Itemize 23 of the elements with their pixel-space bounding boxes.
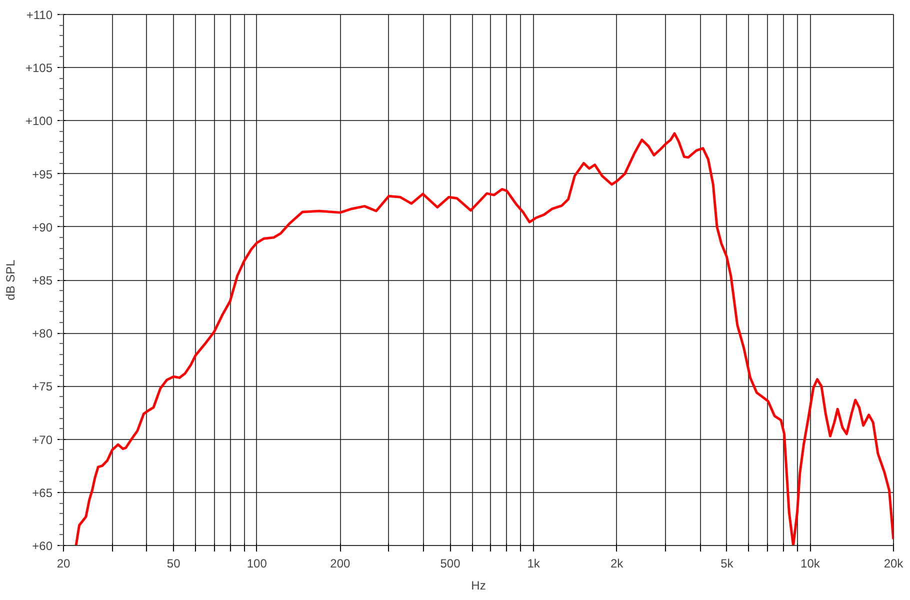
x-tick-label: 100 <box>246 556 268 570</box>
x-tick-label: 20 <box>56 556 70 570</box>
y-axis-title: dB SPL <box>3 259 18 300</box>
x-tick-label: 10k <box>800 556 821 570</box>
x-tick-label: 500 <box>440 556 461 570</box>
x-tick-label: 200 <box>330 556 351 570</box>
y-tick-label: +80 <box>32 326 53 341</box>
y-tick-label: +75 <box>32 380 53 394</box>
y-tick-label: +110 <box>26 8 53 22</box>
y-tick-label: +100 <box>25 114 53 128</box>
y-tick-label: +105 <box>25 61 53 76</box>
x-tick-label: 1k <box>527 556 541 570</box>
x-tick-label: 20k <box>884 556 904 570</box>
x-tick-label: 50 <box>166 556 181 570</box>
y-tick-label: +90 <box>32 220 53 234</box>
y-tick-label: +95 <box>32 167 53 182</box>
y-tick-label: +60 <box>32 539 53 553</box>
y-tick-label: +70 <box>32 432 53 447</box>
x-axis-title: Hz <box>471 578 486 592</box>
x-tick-label: 2k <box>610 556 624 570</box>
y-tick-label: +85 <box>32 274 53 288</box>
x-tick-label: 5k <box>720 556 734 570</box>
y-tick-label: +65 <box>32 486 53 500</box>
